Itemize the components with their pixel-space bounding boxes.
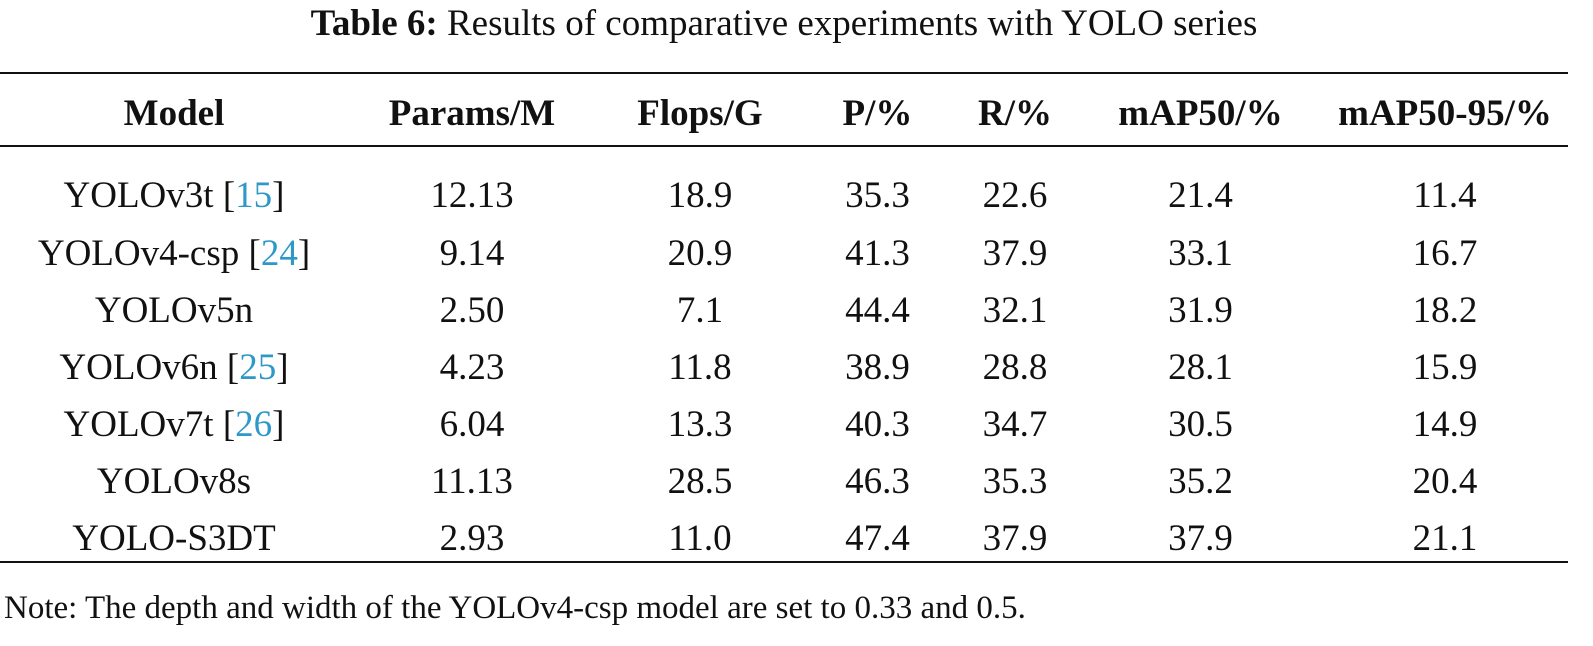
value-cell: 35.3 xyxy=(982,461,1048,502)
model-cell: YOLOv8s xyxy=(0,453,348,510)
bottom-rule xyxy=(0,561,1568,563)
value-cell: 21.1 xyxy=(1412,518,1478,559)
value-cell: 28.1 xyxy=(1168,347,1233,388)
value-cell: 4.23 xyxy=(439,347,505,388)
model-cell: YOLOv6n [25] xyxy=(59,347,289,388)
value-cell: 20.9 xyxy=(667,233,733,274)
header-row: Model Params/M Flops/G P/% R/% mAP50/% mAP50-9… xyxy=(0,81,1568,145)
table-body: YOLOv3t [15] 12.13 18.9 35.3 22.6 21.4 11.4 YOL… xyxy=(0,145,1568,567)
table-row: YOLOv5n 2.50 7.1 44.4 32.1 31.9 18.2 xyxy=(0,282,1568,339)
model-cell: YOLOv3t [15] xyxy=(63,174,285,216)
citation-link[interactable]: 25 xyxy=(239,347,277,388)
value-cell: 40.3 xyxy=(845,404,910,445)
model-name: YOLOv3t xyxy=(63,174,214,216)
value-cell: 7.1 xyxy=(676,290,724,331)
table-row: YOLO-S3DT 2.93 11.0 47.4 37.9 37.9 21.1 xyxy=(0,510,1568,567)
value-cell: 28.5 xyxy=(667,461,733,502)
model-name: YOLOv5n xyxy=(94,290,254,331)
value-cell: 33.1 xyxy=(1168,233,1233,274)
table-row: YOLOv8s 11.13 28.5 46.3 35.3 35.2 20.4 xyxy=(0,453,1568,510)
value-cell: 35.2 xyxy=(1168,461,1233,502)
value-cell: 30.5 xyxy=(1168,404,1233,445)
column-header: Model xyxy=(123,92,225,134)
table-caption-text: Results of comparative experiments with … xyxy=(447,3,1258,44)
value-cell: 9.14 xyxy=(439,233,505,274)
value-cell: 11.4 xyxy=(1413,174,1477,216)
model-name: YOLOv6n xyxy=(59,347,218,388)
citation-link[interactable]: 26 xyxy=(235,404,273,445)
value-cell: 11.13 xyxy=(431,461,513,502)
value-cell: 46.3 xyxy=(845,461,910,502)
value-cell: 13.3 xyxy=(667,404,733,445)
value-cell: 38.9 xyxy=(845,347,910,388)
value-cell: 18.9 xyxy=(667,174,733,216)
header-rule xyxy=(0,145,1568,147)
value-cell: 11.8 xyxy=(668,347,732,388)
column-header: Flops/G xyxy=(637,92,763,134)
value-cell: 37.9 xyxy=(982,518,1048,559)
citation-link[interactable]: 24 xyxy=(260,233,298,274)
model-name: YOLOv4-csp xyxy=(37,233,240,274)
table-row: YOLOv7t [26] 6.04 13.3 40.3 34.7 30.5 14.9 xyxy=(0,396,1568,453)
value-cell: 37.9 xyxy=(1168,518,1233,559)
column-header: mAP50-95/% xyxy=(1338,92,1552,134)
value-cell: 47.4 xyxy=(845,518,910,559)
model-name: YOLOv7t xyxy=(63,404,214,445)
citation-link[interactable]: 15 xyxy=(235,174,273,216)
value-cell: 15.9 xyxy=(1412,347,1478,388)
model-cell: YOLOv5n xyxy=(0,282,348,339)
value-cell: 34.7 xyxy=(982,404,1048,445)
value-cell: 31.9 xyxy=(1168,290,1233,331)
value-cell: 22.6 xyxy=(982,174,1048,216)
column-header: mAP50/% xyxy=(1118,92,1283,134)
column-header: R/% xyxy=(978,92,1052,134)
value-cell: 2.50 xyxy=(439,290,505,331)
value-cell: 16.7 xyxy=(1412,233,1478,274)
table-note: Note: The depth and width of the YOLOv4-… xyxy=(4,590,1026,626)
model-cell: YOLOv4-csp [24] xyxy=(37,233,311,274)
model-name: YOLOv8s xyxy=(96,461,252,502)
table-row: YOLOv3t [15] 12.13 18.9 35.3 22.6 21.4 11.4 xyxy=(0,145,1568,225)
model-cell: YOLOv7t [26] xyxy=(63,404,285,445)
value-cell: 11.0 xyxy=(668,518,732,559)
model-name: YOLO-S3DT xyxy=(72,518,276,559)
table-row: YOLOv6n [25] 4.23 11.8 38.9 28.8 28.1 15.9 xyxy=(0,339,1568,396)
results-table: Model Params/M Flops/G P/% R/% mAP50/% mAP50-9… xyxy=(0,81,1568,567)
value-cell: 2.93 xyxy=(439,518,505,559)
table-caption-label: Table 6: xyxy=(310,3,438,44)
table-row: YOLOv4-csp [24] 9.14 20.9 41.3 37.9 33.1 16.7 xyxy=(0,225,1568,282)
top-rule xyxy=(0,72,1568,74)
column-header: P/% xyxy=(842,92,913,134)
value-cell: 12.13 xyxy=(430,174,514,216)
value-cell: 41.3 xyxy=(845,233,910,274)
value-cell: 32.1 xyxy=(982,290,1048,331)
value-cell: 18.2 xyxy=(1412,290,1478,331)
value-cell: 6.04 xyxy=(439,404,505,445)
value-cell: 35.3 xyxy=(845,174,910,216)
value-cell: 28.8 xyxy=(982,347,1048,388)
value-cell: 37.9 xyxy=(982,233,1048,274)
value-cell: 21.4 xyxy=(1168,174,1233,216)
table-caption: Table 6: Results of comparative experime… xyxy=(0,2,1568,46)
value-cell: 20.4 xyxy=(1412,461,1478,502)
column-header: Params/M xyxy=(388,92,556,134)
value-cell: 44.4 xyxy=(845,290,910,331)
value-cell: 14.9 xyxy=(1412,404,1478,445)
model-cell: YOLO-S3DT xyxy=(0,510,348,567)
